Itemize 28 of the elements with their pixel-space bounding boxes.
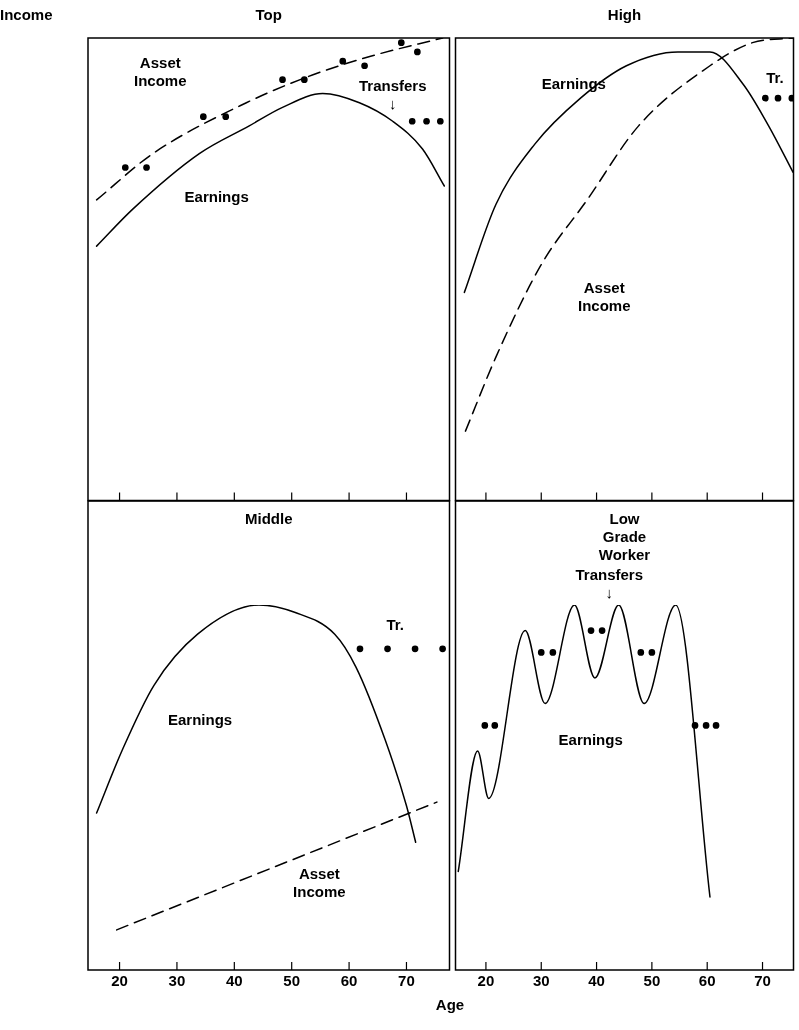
x-axis-title: Age (435, 996, 465, 1013)
x-tick-label: 60 (340, 972, 358, 990)
x-tick-label: 40 (225, 972, 243, 990)
annotation: Earnings (167, 710, 233, 728)
x-tick-label: 20 (477, 972, 495, 990)
chart-title: High (607, 6, 642, 23)
annotation: Earnings (184, 188, 249, 206)
annotation: Asset Income (577, 279, 631, 314)
x-tick-label: 30 (532, 972, 550, 990)
y-axis-title: Income (0, 6, 53, 23)
chart-title: Middle (245, 510, 293, 527)
text: Transfers ↓ (575, 565, 644, 601)
x-tick-label: 60 (698, 972, 716, 990)
chart-title: Low Grade Worker (598, 510, 651, 563)
annotation: Asset Income (134, 53, 187, 89)
x-tick-label: 50 (643, 972, 661, 990)
annotation: Asset Income (293, 865, 346, 901)
annotation: Tr. (766, 68, 784, 86)
annotation: Transfers ↓ (358, 76, 427, 112)
chart-title: Top (255, 6, 282, 23)
annotation: Earnings (558, 731, 623, 749)
x-tick-label: 40 (588, 972, 605, 990)
x-tick-label: 20 (111, 972, 128, 990)
x-tick-label: 70 (398, 972, 415, 990)
x-tick-label: 30 (168, 972, 186, 990)
x-tick-label: 50 (283, 972, 301, 990)
annotation: Tr. (386, 616, 405, 634)
x-tick-label: 70 (754, 972, 771, 990)
